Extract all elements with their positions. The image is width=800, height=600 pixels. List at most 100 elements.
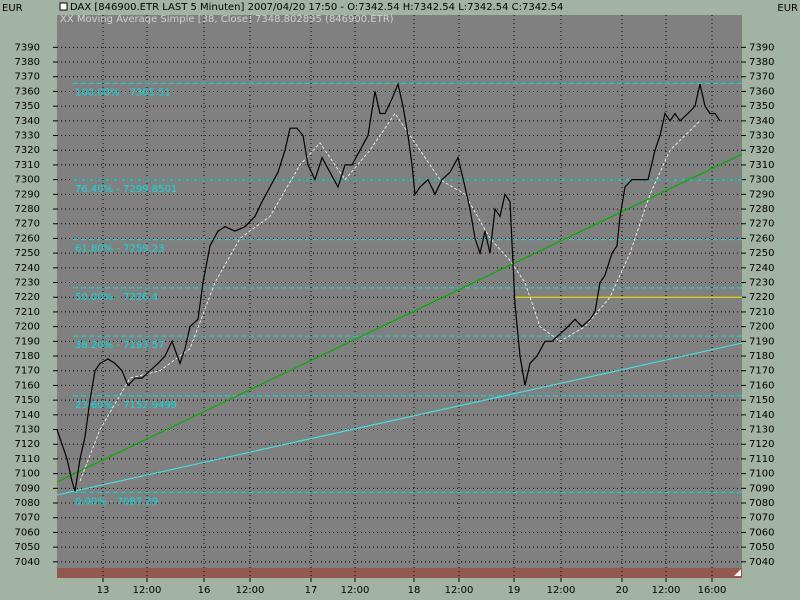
x-tick-label: 19 — [508, 585, 521, 596]
x-tick-label: 12:00 — [341, 585, 370, 596]
y-tick-label-right: 7250 — [749, 248, 774, 259]
y-tick-label: 7280 — [15, 204, 40, 215]
y-tick-label-right: 7110 — [749, 454, 774, 465]
y-tick-label-right: 7080 — [749, 498, 774, 509]
y-tick-label: 7040 — [15, 557, 40, 568]
y-tick-label-right: 7320 — [749, 145, 774, 156]
x-tick-label: 16:00 — [698, 585, 727, 596]
y-tick-label-right: 7230 — [749, 278, 774, 289]
x-tick-label: 16 — [198, 585, 211, 596]
y-tick-label: 7380 — [15, 57, 40, 68]
y-tick-label-right: 7330 — [749, 131, 774, 142]
trendline — [56, 153, 743, 483]
y-tick-label-right: 7170 — [749, 366, 774, 377]
y-tick-label: 7170 — [15, 366, 40, 377]
corner-marker — [734, 569, 741, 576]
y-tick-label-right: 7070 — [749, 513, 774, 524]
y-tick-label: 7390 — [15, 42, 40, 53]
y-tick-label: 7050 — [15, 542, 40, 553]
y-tick-label-right: 7050 — [749, 542, 774, 553]
header-title: DAX [846900.ETR LAST 5 Minuten] 2007/04/… — [70, 2, 563, 13]
price-line — [56, 82, 721, 492]
y-tick-label: 7350 — [15, 101, 40, 112]
y-tick-label-right: 7340 — [749, 116, 774, 127]
series-icon — [59, 2, 68, 11]
y-tick-label-right: 7260 — [749, 233, 774, 244]
y-tick-label-right: 7390 — [749, 42, 774, 53]
y-tick-label: 7290 — [15, 189, 40, 200]
y-tick-label: 7060 — [15, 527, 40, 538]
fib-label: 23.60% - 7152.9499 — [75, 400, 177, 411]
y-tick-label-right: 7130 — [749, 425, 774, 436]
y-tick-label: 7070 — [15, 513, 40, 524]
y-tick-label-right: 7090 — [749, 483, 774, 494]
x-tick-label: 12:00 — [547, 585, 576, 596]
x-tick-label: 12:00 — [133, 585, 162, 596]
y-tick-label-right: 7190 — [749, 336, 774, 347]
fib-label: 76.40% - 7299.8501 — [75, 184, 177, 195]
y-tick-label: 7140 — [15, 410, 40, 421]
y-tick-label-right: 7300 — [749, 175, 774, 186]
currency-right: EUR — [777, 3, 798, 14]
y-tick-label: 7330 — [15, 131, 40, 142]
y-tick-label-right: 7240 — [749, 263, 774, 274]
y-tick-label: 7250 — [15, 248, 40, 259]
y-tick-label-right: 7140 — [749, 410, 774, 421]
y-tick-label: 7370 — [15, 72, 40, 83]
moving-average — [79, 112, 701, 482]
fib-label: 100.00% - 7365.51 — [75, 87, 171, 98]
fib-label: 61.80% - 7259.23 — [75, 244, 164, 255]
trendline — [56, 342, 743, 496]
y-tick-label-right: 7270 — [749, 219, 774, 230]
y-tick-label-right: 7220 — [749, 292, 774, 303]
indicator-label: XX Moving Average Simple [38, Close] 734… — [60, 14, 394, 25]
y-tick-label-right: 7360 — [749, 86, 774, 97]
x-tick-label: 20 — [616, 585, 629, 596]
fib-label: 0.00% - 7087.29 — [75, 496, 158, 507]
fib-label: 50.00% - 7226.4 — [75, 292, 158, 303]
y-tick-label-right: 7150 — [749, 395, 774, 406]
x-tick-label: 12:00 — [236, 585, 265, 596]
y-tick-label: 7080 — [15, 498, 40, 509]
y-tick-label: 7090 — [15, 483, 40, 494]
y-tick-label: 7260 — [15, 233, 40, 244]
y-tick-label: 7160 — [15, 380, 40, 391]
y-tick-label: 7320 — [15, 145, 40, 156]
y-tick-label: 7230 — [15, 278, 40, 289]
y-tick-label-right: 7120 — [749, 439, 774, 450]
x-tick-label: 13 — [97, 585, 110, 596]
y-tick-label-right: 7180 — [749, 351, 774, 362]
y-tick-label-right: 7370 — [749, 72, 774, 83]
y-tick-label: 7120 — [15, 439, 40, 450]
y-tick-label-right: 7350 — [749, 101, 774, 112]
y-tick-label: 7220 — [15, 292, 40, 303]
plot-area — [57, 15, 742, 578]
y-tick-label: 7360 — [15, 86, 40, 97]
fib-label: 38.20% - 7193.57 — [75, 340, 164, 351]
y-tick-label: 7240 — [15, 263, 40, 274]
x-tick-label: 17 — [305, 585, 318, 596]
y-tick-label-right: 7210 — [749, 307, 774, 318]
volume-strip — [57, 568, 742, 578]
y-tick-label-right: 7280 — [749, 204, 774, 215]
y-tick-label-right: 7310 — [749, 160, 774, 171]
y-tick-label: 7150 — [15, 395, 40, 406]
y-tick-label: 7340 — [15, 116, 40, 127]
y-tick-label-right: 7040 — [749, 557, 774, 568]
y-tick-label-right: 7290 — [749, 189, 774, 200]
y-tick-label: 7200 — [15, 322, 40, 333]
y-tick-label: 7100 — [15, 469, 40, 480]
x-tick-label: 12:00 — [445, 585, 474, 596]
y-tick-label: 7210 — [15, 307, 40, 318]
currency-left: EUR — [2, 3, 23, 14]
y-tick-label-right: 7200 — [749, 322, 774, 333]
x-tick-label: 12:00 — [652, 585, 681, 596]
y-tick-label: 7300 — [15, 175, 40, 186]
y-tick-label: 7130 — [15, 425, 40, 436]
y-tick-label: 7310 — [15, 160, 40, 171]
y-tick-label-right: 7060 — [749, 527, 774, 538]
y-tick-label: 7180 — [15, 351, 40, 362]
x-tick-label: 18 — [408, 585, 421, 596]
y-tick-label: 7190 — [15, 336, 40, 347]
